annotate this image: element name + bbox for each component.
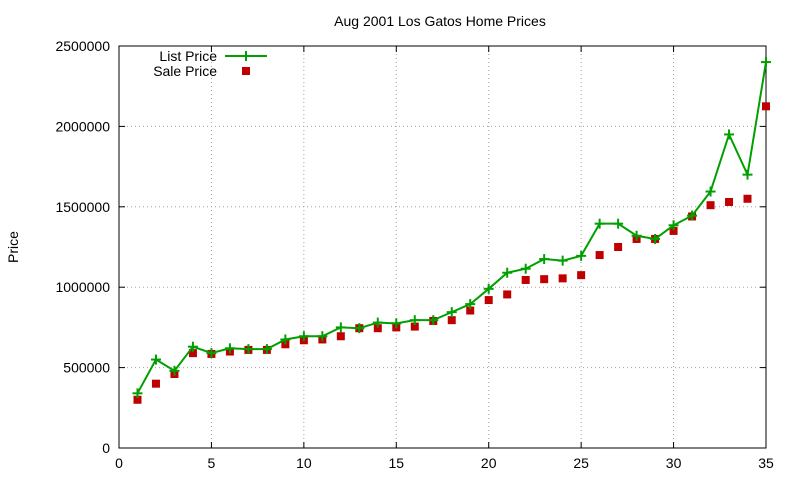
list-price-line xyxy=(136,61,767,394)
x-tick-label: 0 xyxy=(115,455,123,471)
list-price-point xyxy=(613,218,624,229)
list-price-point xyxy=(335,322,346,333)
plot-area xyxy=(132,57,771,404)
list-price-point xyxy=(298,331,309,342)
list-price-point xyxy=(465,299,476,310)
x-tick-label: 20 xyxy=(481,455,497,471)
sale-price-point xyxy=(725,197,734,206)
y-tick-label: 2500000 xyxy=(55,38,110,54)
list-price-point xyxy=(576,250,587,261)
x-tick-label: 5 xyxy=(208,455,216,471)
sale-price-point xyxy=(595,251,604,260)
x-tick-label: 30 xyxy=(666,455,682,471)
legend-label-sale-price: Sale Price xyxy=(153,63,217,79)
list-price-point xyxy=(206,348,217,359)
legend-label-list-price: List Price xyxy=(159,48,217,64)
list-price-point xyxy=(243,344,254,355)
legend-square-marker xyxy=(242,67,250,75)
list-price-point xyxy=(631,230,642,241)
list-price-point xyxy=(132,388,143,399)
list-price-point xyxy=(742,169,753,180)
sale-price-point xyxy=(188,349,197,358)
list-price-point xyxy=(354,323,365,334)
list-price-point xyxy=(150,354,161,365)
list-price-point xyxy=(557,255,568,266)
list-price-point xyxy=(502,267,513,278)
list-price-point xyxy=(594,218,605,229)
sale-price-point xyxy=(614,243,623,251)
sale-price-point xyxy=(577,271,586,280)
y-axis-label: Price xyxy=(5,231,21,263)
list-price-point xyxy=(261,344,272,355)
y-tick-label: 2000000 xyxy=(55,118,110,134)
y-tick-label: 0 xyxy=(102,440,110,456)
list-price-point xyxy=(687,210,698,221)
grid xyxy=(119,46,766,448)
sale-price-point xyxy=(743,194,752,203)
sale-price-point xyxy=(540,275,549,284)
list-price-point xyxy=(483,283,494,294)
sale-price-point xyxy=(558,274,567,283)
x-tick-label: 35 xyxy=(758,455,774,471)
sale-price-point xyxy=(133,395,142,404)
sale-price-point xyxy=(503,290,512,299)
list-price-point xyxy=(224,343,235,354)
chart-title: Aug 2001 Los Gatos Home Prices xyxy=(334,13,546,29)
list-price-point xyxy=(317,331,328,342)
sale-price-point xyxy=(373,324,382,333)
x-tick-label: 15 xyxy=(388,455,404,471)
list-price-point xyxy=(280,334,291,345)
list-price-point xyxy=(650,233,661,244)
list-price-point xyxy=(446,307,457,318)
legend-marker-sale-price xyxy=(242,67,250,75)
list-price-point xyxy=(409,315,420,326)
list-price-point xyxy=(520,263,531,274)
sale-price-point xyxy=(447,316,456,325)
sale-price-point xyxy=(336,332,345,341)
y-tick-label: 1500000 xyxy=(55,199,110,215)
y-tick-label: 500000 xyxy=(63,360,110,376)
series-list-price xyxy=(132,57,771,399)
legend: List Price Sale Price xyxy=(153,48,267,79)
list-price-point xyxy=(539,254,550,265)
list-price-point xyxy=(761,57,771,68)
list-price-point xyxy=(169,365,180,376)
list-price-point xyxy=(428,315,439,326)
list-price-point xyxy=(391,318,402,329)
sale-price-point xyxy=(484,296,493,305)
sale-price-point xyxy=(151,379,160,388)
sale-price-point xyxy=(410,322,419,331)
sale-price-point xyxy=(521,275,530,284)
list-price-point xyxy=(187,341,198,352)
y-tick-label: 1000000 xyxy=(55,279,110,295)
list-price-point xyxy=(724,129,735,140)
axes: 0 5 10 15 20 25 30 35 0 500000 1000000 1500000 20000… xyxy=(55,38,774,471)
legend-plus-marker xyxy=(241,51,251,61)
sale-price-point xyxy=(706,201,715,210)
x-tick-label: 25 xyxy=(573,455,589,471)
series-sale-price xyxy=(133,102,770,404)
list-price-point xyxy=(705,186,716,197)
list-price-point xyxy=(372,317,383,328)
x-tick-label: 10 xyxy=(296,455,312,471)
list-price-point xyxy=(668,220,679,231)
sale-price-point xyxy=(762,102,770,111)
sale-price-point xyxy=(669,226,678,235)
sale-price-point xyxy=(466,306,475,315)
legend-marker-list-price xyxy=(241,51,251,61)
plot-frame xyxy=(118,45,767,449)
